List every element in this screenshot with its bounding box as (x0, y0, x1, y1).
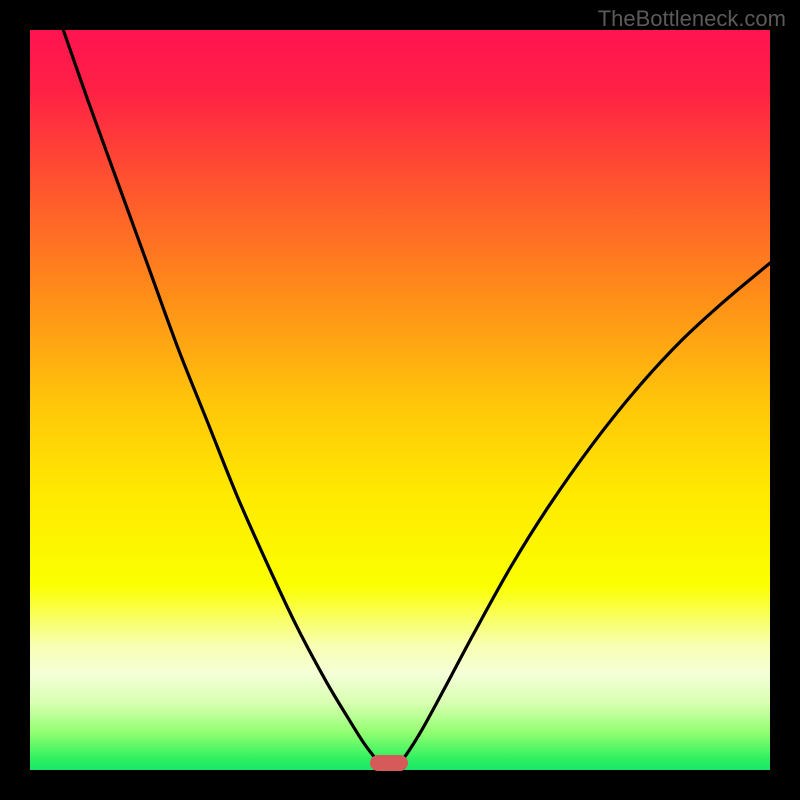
bottleneck-curve (30, 30, 770, 770)
curve-left-branch (63, 30, 380, 763)
plot-area (30, 30, 770, 770)
optimal-marker (370, 755, 408, 771)
curve-right-branch (399, 263, 770, 763)
chart-container: TheBottleneck.com (0, 0, 800, 800)
watermark-text: TheBottleneck.com (598, 6, 786, 32)
